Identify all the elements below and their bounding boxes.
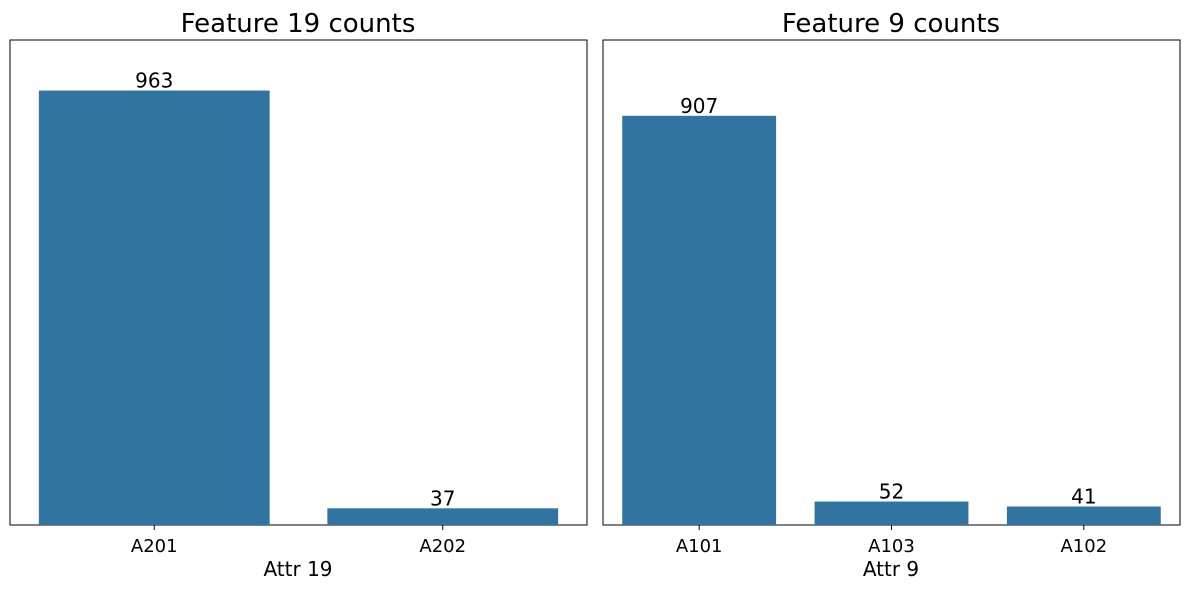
x-tick-label: A201 [131,536,178,557]
x-tick-label: A103 [868,536,915,557]
data-label: 41 [1071,485,1096,509]
x-ticks-group: A201 A202 [131,525,466,557]
chart-feature-19: Feature 19 counts 963 37 A201 A202 Attr 19 [9,9,588,581]
chart-title: Feature 9 counts [782,9,1000,39]
bar-a202 [327,508,559,525]
data-label: 907 [680,94,718,118]
x-axis-label: Attr 19 [263,557,332,581]
chart-feature-9: Feature 9 counts 907 52 41 A101 A103 A102 At… [602,9,1181,581]
data-label: 963 [135,69,173,93]
x-tick-label: A102 [1060,536,1107,557]
bar-a101 [622,115,777,526]
data-label: 52 [879,480,904,504]
bar-a103 [814,501,969,525]
bar-a102 [1006,506,1161,525]
bars-group: 907 52 41 [622,94,1161,526]
x-axis-label: Attr 9 [863,557,919,581]
data-label: 37 [430,486,455,510]
bar-a201 [38,90,270,525]
bars-group: 963 37 [38,69,559,525]
x-tick-label: A101 [676,536,723,557]
x-tick-label: A202 [419,536,466,557]
chart-title: Feature 19 counts [181,9,416,39]
x-ticks-group: A101 A103 A102 [676,525,1107,557]
plot-area [9,39,588,526]
